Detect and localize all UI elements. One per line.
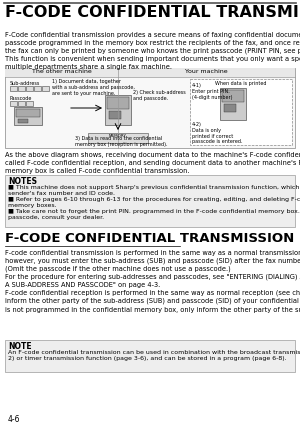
Text: F-code confidential transmission is performed in the same way as a normal transm: F-code confidential transmission is perf… xyxy=(5,249,300,313)
Bar xyxy=(42,86,49,91)
Bar xyxy=(10,86,17,91)
Bar xyxy=(14,107,42,125)
Bar xyxy=(10,101,17,106)
Text: NOTE: NOTE xyxy=(8,342,32,351)
Text: 1) Document data, together
with a sub-address and passcode,
are sent to your mac: 1) Document data, together with a sub-ad… xyxy=(52,79,135,96)
Bar xyxy=(18,119,28,123)
Text: ■ This machine does not support Sharp's previous confidential transmission funct: ■ This machine does not support Sharp's … xyxy=(8,185,300,196)
Text: 4-6: 4-6 xyxy=(8,415,20,424)
Text: Passcode: Passcode xyxy=(10,96,32,101)
Bar xyxy=(5,340,295,372)
Bar xyxy=(5,68,295,148)
Bar xyxy=(222,90,244,102)
Text: MEMORY: MEMORY xyxy=(109,134,127,138)
Bar xyxy=(5,175,295,227)
Text: When data is printed: When data is printed xyxy=(215,81,267,86)
Bar xyxy=(109,111,121,119)
Bar xyxy=(26,86,33,91)
Bar xyxy=(105,95,131,125)
Text: 3) Data is read into the confidential
memory box (reception is permitted).: 3) Data is read into the confidential me… xyxy=(75,136,167,147)
Text: 4-2)
Data is only
printed if correct
passcode is entered.: 4-2) Data is only printed if correct pas… xyxy=(192,122,242,144)
Bar xyxy=(18,86,25,91)
Bar xyxy=(220,88,246,120)
Text: Sub-address: Sub-address xyxy=(10,81,40,86)
Text: 4-1)
Enter print PIN.
(4-digit number): 4-1) Enter print PIN. (4-digit number) xyxy=(192,83,232,99)
Text: F-CODE CONFIDENTIAL TRANSMISSION: F-CODE CONFIDENTIAL TRANSMISSION xyxy=(5,5,300,20)
Bar xyxy=(88,133,148,143)
Text: ■ Take care not to forget the print PIN. programmed in the F-code confidential m: ■ Take care not to forget the print PIN.… xyxy=(8,209,300,220)
Bar xyxy=(190,79,292,145)
Bar xyxy=(18,101,25,106)
Bar xyxy=(224,104,236,112)
Bar xyxy=(107,97,129,109)
Text: As the above diagram shows, receiving document data to the machine's F-code conf: As the above diagram shows, receiving do… xyxy=(5,152,300,173)
Text: 2) Check sub-address
and passcode.: 2) Check sub-address and passcode. xyxy=(133,90,186,101)
Text: An F-code confidential transmission can be used in combination with the broadcas: An F-code confidential transmission can … xyxy=(8,350,300,361)
Bar xyxy=(34,86,41,91)
Text: F-CODE CONFIDENTIAL TRANSMISSION: F-CODE CONFIDENTIAL TRANSMISSION xyxy=(5,232,294,245)
Text: The other machine: The other machine xyxy=(32,69,92,74)
Text: Your machine: Your machine xyxy=(185,69,228,74)
Bar xyxy=(26,101,33,106)
Text: F-Code confidential transmission provides a secure means of faxing confidential : F-Code confidential transmission provide… xyxy=(5,32,300,70)
Text: ■ Refer to pages 6-10 through 6-13 for the procedures for creating, editing, and: ■ Refer to pages 6-10 through 6-13 for t… xyxy=(8,197,300,208)
Bar xyxy=(5,68,295,77)
Bar xyxy=(16,109,40,117)
Text: NOTES: NOTES xyxy=(8,177,37,186)
